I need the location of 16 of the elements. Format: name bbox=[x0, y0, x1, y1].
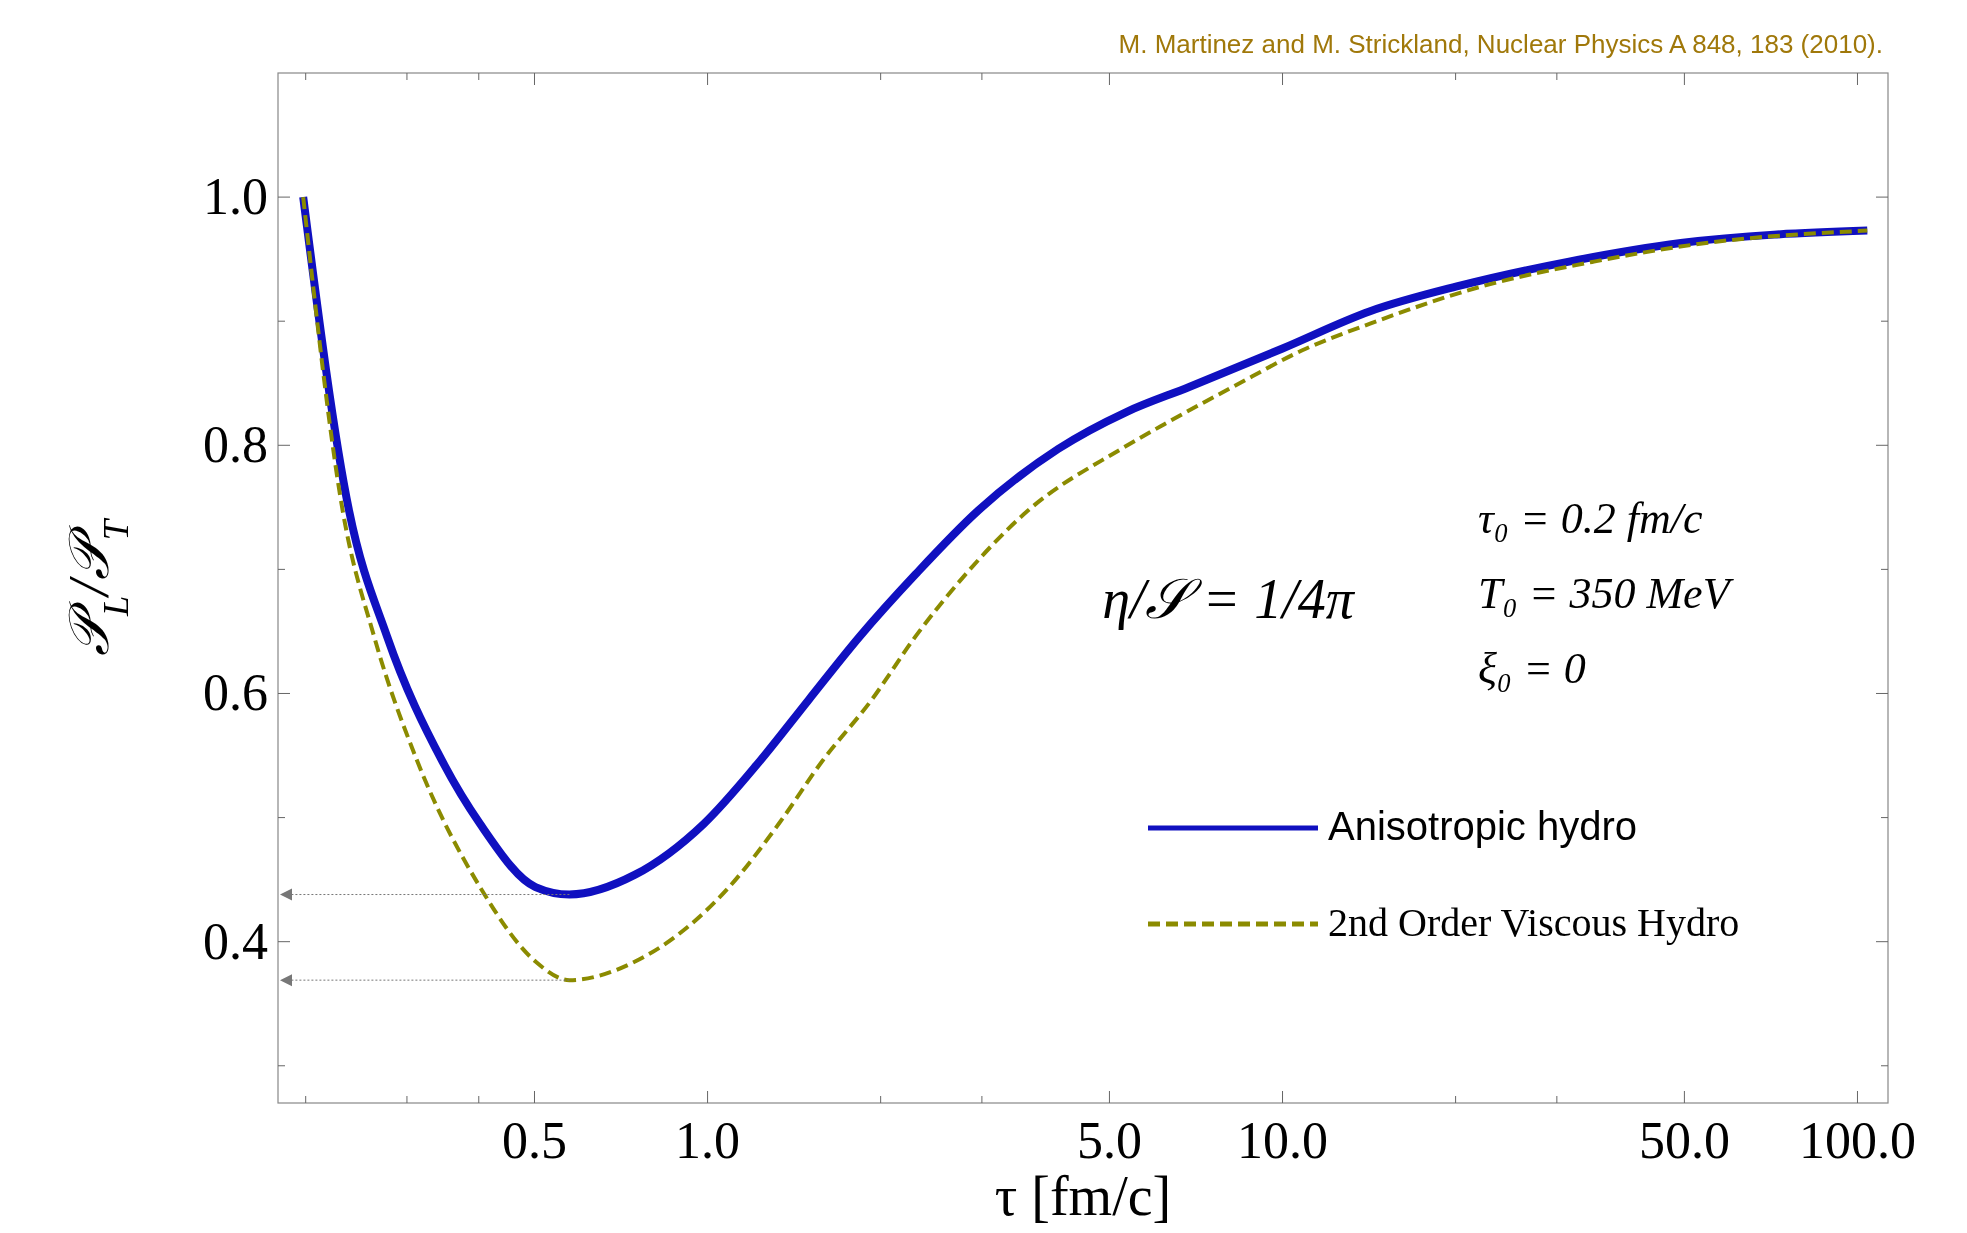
text: M. Martinez and M. Strickland, Nuclear Physics A 848, 183 (2010). bbox=[1118, 29, 1883, 59]
x-tick-label: 100.0 bbox=[1798, 1112, 1916, 1169]
y-tick-label: 0.6 bbox=[203, 664, 268, 722]
y-tick-label: 1.0 bbox=[203, 168, 268, 226]
x-tick-label: 1.0 bbox=[675, 1112, 741, 1169]
x-tick-label: 50.0 bbox=[1638, 1112, 1730, 1169]
x-tick-label: 0.5 bbox=[502, 1112, 567, 1169]
y-tick-label: 0.4 bbox=[203, 912, 268, 970]
x-tick-label: 10.0 bbox=[1237, 1112, 1329, 1169]
annotation: ξ₀ = 0 bbox=[1478, 644, 1586, 693]
annotation: η/𝒮 = 1/4π bbox=[1102, 568, 1356, 630]
legend-label: Anisotropic hydro bbox=[1328, 804, 1638, 848]
y-tick-label: 0.8 bbox=[203, 416, 268, 474]
annotation: τ₀ = 0.2 fm/c bbox=[1478, 494, 1703, 543]
annotation: T₀ = 350 MeV bbox=[1478, 569, 1735, 618]
legend-label: 2nd Order Viscous Hydro bbox=[1328, 900, 1740, 945]
